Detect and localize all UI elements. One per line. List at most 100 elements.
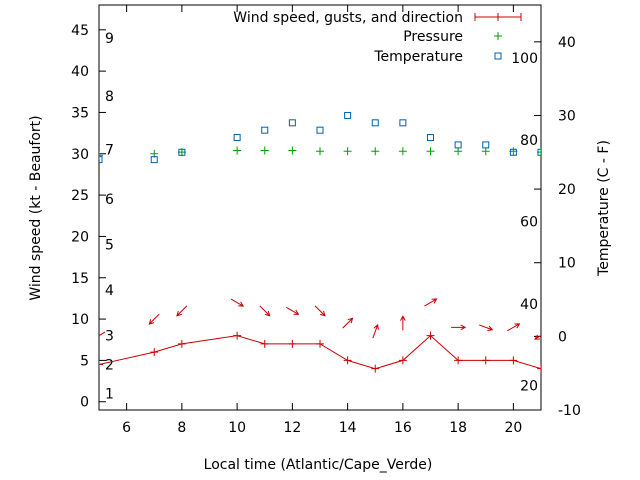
temperature-point [233,134,241,142]
fahrenheit-label: 80 [520,133,538,149]
wind-speed-point [260,339,269,348]
legend: Wind speed, gusts, and direction Pressur… [233,10,522,65]
pressure-point [233,146,242,155]
wind-speed-point [150,348,159,357]
series-group [99,111,541,373]
temperature-point [537,148,541,156]
y-right-tick-label: 20 [558,182,576,198]
y-right-tick-label: 10 [558,256,576,272]
pressure-point [99,151,103,160]
fahrenheit-label: 60 [520,214,538,230]
beaufort-label: 5 [105,238,114,254]
temperature-point [261,126,269,134]
legend-label-wind: Wind speed, gusts, and direction [233,10,463,26]
fahrenheit-label: 20 [520,379,538,395]
y-left-tick-label: 20 [71,229,89,245]
pressure-point [260,146,269,155]
pressure-point [343,147,352,156]
y-left-tick-label: 30 [71,147,89,163]
wind-direction-arrow [342,317,354,329]
temperature-point [178,148,186,156]
pressure-point [371,147,380,156]
series [99,111,541,373]
wind-direction-arrow [230,298,245,307]
temperature-point [150,156,158,164]
wind-direction-arrow [259,305,271,317]
wind-direction-arrow [286,306,300,315]
wind-direction-arrow [176,305,188,317]
wind-direction-arrow [400,315,406,331]
temperature-point [454,141,462,149]
wind-speed-point [99,360,103,369]
y-left-tick-label: 10 [71,312,89,328]
y-left-tick-label: 15 [71,271,89,287]
wind-speed-point [537,364,541,373]
pressure-point [426,147,435,156]
temperature-point [399,119,407,127]
beaufort-label: 7 [105,143,114,159]
temperature-point [509,148,517,156]
x-tick-label: 20 [504,420,522,436]
temperature-point [427,134,434,142]
pressure-point [288,146,297,155]
beaufort-label: 4 [105,283,114,299]
beaufort-label: 2 [105,358,114,374]
temperature-point [482,141,490,149]
y-right-tick-label: 40 [558,35,576,51]
y-left-tick-label: 25 [71,188,89,204]
pressure-point [316,147,324,156]
pressure-point [481,147,490,156]
x-tick-label: 14 [339,420,357,436]
y-right-tick-label: 30 [558,108,576,124]
wind-speed-point [233,331,242,340]
x-tick-label: 16 [394,420,412,436]
legend-label-pressure: Pressure [403,29,463,45]
x-tick-label: 10 [228,420,246,436]
fahrenheit-label: 40 [520,297,538,313]
x-tick-label: 8 [177,420,186,436]
y-left-tick-label: 40 [71,64,89,80]
wind-speed-point [371,364,380,373]
wind-speed-point [316,339,324,348]
wind-speed-point [288,339,297,348]
fahrenheit-labels: 20 40 60 80 100 [511,51,538,395]
wind-speed-point [343,356,352,365]
beaufort-label: 9 [105,31,114,47]
beaufort-label: 6 [105,192,114,208]
temperature-point [99,156,103,164]
y-left-tick-label: 35 [71,105,89,121]
wind-direction-arrow [451,324,467,331]
wind-direction-arrow [99,331,106,337]
legend-wind-marker [494,13,502,21]
temperature-point [288,119,296,127]
temperature-point [371,119,379,127]
y-axis-label-left: Wind speed (kt - Beaufort) [28,115,44,300]
wind-speed-point [398,356,407,365]
beaufort-labels: 1 2 3 4 5 6 7 8 9 [105,31,114,402]
pressure-point [454,147,463,156]
y-axis-label-right: Temperature (C - F) [596,140,612,277]
x-axis-label: Local time (Atlantic/Cape_Verde) [204,457,433,473]
temperature-point [316,126,324,134]
x-tick-label: 12 [283,420,301,436]
y-left-tick-label: 0 [80,395,89,411]
wind-speed-point [481,356,490,365]
wind-direction-arrow [148,313,160,325]
wind-direction-arrow [507,323,521,332]
beaufort-label: 8 [105,89,114,105]
wind-direction-arrow [424,298,438,307]
wind-direction-arrow [534,334,541,340]
x-tick-label: 18 [449,420,467,436]
wind-speed-point [454,356,463,365]
wind-speed-point [177,339,186,348]
y-right-tick-label: -10 [558,403,581,419]
plot-frame [98,4,542,411]
wind-direction-arrow [372,323,379,339]
wind-direction-arrow [479,324,494,331]
wind-speed-point [509,356,518,365]
fahrenheit-label: 100 [511,51,538,67]
legend-label-temperature: Temperature [373,49,463,65]
legend-pressure-marker [494,32,502,40]
wind-direction-arrow [314,305,326,317]
